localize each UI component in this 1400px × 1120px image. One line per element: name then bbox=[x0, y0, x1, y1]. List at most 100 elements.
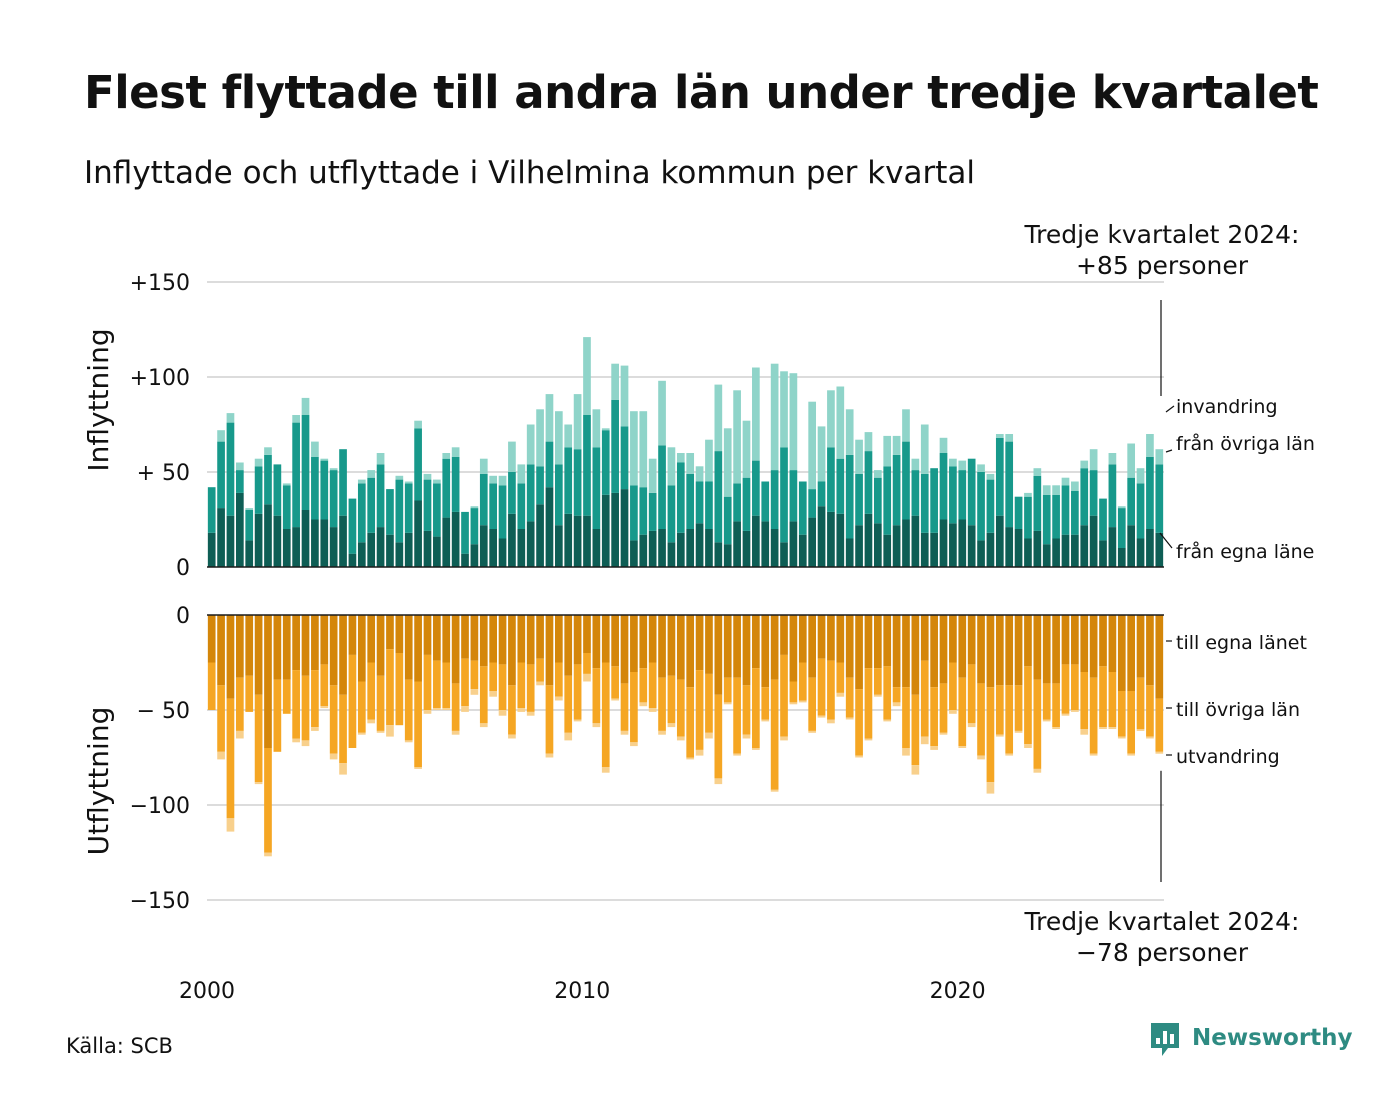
outflow-bar bbox=[723, 702, 732, 705]
inflow-bar bbox=[939, 519, 948, 567]
outflow-bar bbox=[958, 677, 967, 747]
inflow-bar bbox=[1042, 544, 1051, 567]
x-tick-label: 2000 bbox=[179, 979, 235, 1000]
outflow-bar bbox=[752, 615, 760, 669]
outflow-bar bbox=[508, 615, 516, 686]
inflow-bar bbox=[920, 424, 929, 474]
outflow-bar bbox=[639, 702, 648, 707]
inflow-bar bbox=[311, 519, 319, 567]
inflow-bar bbox=[808, 401, 817, 490]
inflow-bar bbox=[902, 409, 910, 442]
inflow-bar bbox=[311, 441, 319, 457]
outflow-bar bbox=[864, 738, 873, 741]
inflow-bar bbox=[357, 483, 366, 543]
outflow-bar bbox=[320, 664, 329, 707]
outflow-bar bbox=[667, 675, 676, 724]
inflow-bar bbox=[911, 458, 920, 471]
outflow-bar bbox=[949, 615, 957, 663]
outflow-bar bbox=[264, 748, 272, 853]
outflow-bar bbox=[620, 730, 629, 735]
series-label-till-egna-lanet: till egna länet bbox=[1176, 632, 1307, 654]
inflow-bar bbox=[217, 441, 225, 509]
inflow-bar bbox=[414, 420, 422, 429]
outflow-bar bbox=[714, 615, 723, 695]
outflow-bar bbox=[630, 742, 638, 747]
outflow-bar bbox=[1014, 730, 1023, 733]
inflow-bar bbox=[977, 472, 985, 541]
inflow-bar bbox=[836, 386, 845, 459]
inflow-bar bbox=[245, 510, 254, 541]
outflow-bar bbox=[620, 615, 629, 684]
inflow-bar bbox=[592, 409, 601, 448]
outflow-bar bbox=[423, 615, 432, 655]
outflow-bar bbox=[695, 615, 704, 671]
outflow-bar bbox=[733, 753, 741, 756]
inflow-bar bbox=[386, 534, 394, 567]
inflow-bar bbox=[498, 538, 507, 567]
outflow-bar bbox=[1005, 753, 1014, 756]
outflow-bar bbox=[536, 615, 544, 659]
chart-title: Flest flyttade till andra län under tred… bbox=[84, 66, 1319, 119]
outflow-bar bbox=[808, 615, 817, 678]
outflow-bar bbox=[367, 615, 376, 663]
outflow-bar bbox=[601, 767, 610, 773]
outflow-bar bbox=[770, 679, 779, 790]
inflow-bar bbox=[949, 523, 957, 567]
outflow-bar bbox=[873, 615, 882, 669]
inflow-bar bbox=[442, 458, 451, 518]
inflow-bar bbox=[404, 532, 413, 567]
inflow-bar bbox=[404, 481, 413, 484]
inflow-bar bbox=[1071, 534, 1079, 567]
outflow-bar bbox=[714, 694, 723, 779]
outflow-bar bbox=[367, 719, 376, 724]
inflow-bar bbox=[339, 515, 347, 567]
label-leader bbox=[1165, 405, 1175, 413]
outflow-bar bbox=[1014, 685, 1023, 731]
outflow-bar bbox=[855, 615, 863, 690]
inflow-bar bbox=[282, 529, 291, 567]
inflow-bar bbox=[827, 511, 835, 567]
outflow-bar bbox=[827, 615, 835, 661]
inflow-bar bbox=[1136, 468, 1145, 484]
outflow-bar bbox=[1136, 615, 1145, 678]
inflow-bar bbox=[658, 380, 666, 446]
inflow-bar bbox=[1146, 529, 1154, 567]
outflow-bar bbox=[1117, 691, 1126, 737]
inflow-bar bbox=[1061, 485, 1070, 535]
inflow-bar bbox=[1061, 534, 1070, 567]
outflow-bar bbox=[414, 615, 422, 682]
inflow-bar bbox=[1127, 477, 1136, 526]
inflow-bar bbox=[1071, 491, 1079, 535]
outflow-bar bbox=[667, 615, 676, 676]
inflow-bar bbox=[705, 529, 713, 567]
inflow-bar bbox=[367, 470, 376, 478]
outflow-bar bbox=[911, 615, 920, 695]
chart: 0 + 50 +100 +150 0 − 50 −100 −150 2000 2010 2020 I… bbox=[82, 220, 1315, 1000]
outflow-bar bbox=[554, 662, 563, 697]
inflow-bar bbox=[630, 411, 638, 486]
inflow-bar bbox=[873, 523, 882, 567]
inflow-bar bbox=[554, 525, 563, 567]
inflow-bar bbox=[1117, 506, 1126, 509]
inflow-axis-title: Inflyttning bbox=[82, 328, 115, 471]
outflow-bar bbox=[1136, 729, 1145, 731]
inflow-bar bbox=[836, 458, 845, 514]
outflow-bar bbox=[217, 685, 225, 752]
inflow-bar bbox=[1042, 494, 1051, 545]
y-tick-label: 0 bbox=[176, 604, 190, 629]
y-tick-label: +100 bbox=[130, 366, 190, 391]
inflow-bar bbox=[508, 513, 516, 567]
outflow-bar bbox=[592, 723, 601, 728]
outflow-bar bbox=[1146, 615, 1154, 686]
outflow-bar bbox=[836, 692, 845, 697]
y-tick-label: +150 bbox=[130, 271, 190, 296]
outflow-bar bbox=[1033, 615, 1042, 680]
inflow-bar bbox=[789, 521, 798, 567]
outflow-bar bbox=[592, 615, 601, 669]
outflow-bar bbox=[226, 818, 235, 832]
inflow-bar bbox=[1061, 477, 1070, 486]
outflow-bar bbox=[845, 677, 854, 718]
outflow-bar bbox=[770, 789, 779, 792]
inflow-bar bbox=[423, 530, 432, 567]
outflow-bar bbox=[395, 653, 404, 726]
